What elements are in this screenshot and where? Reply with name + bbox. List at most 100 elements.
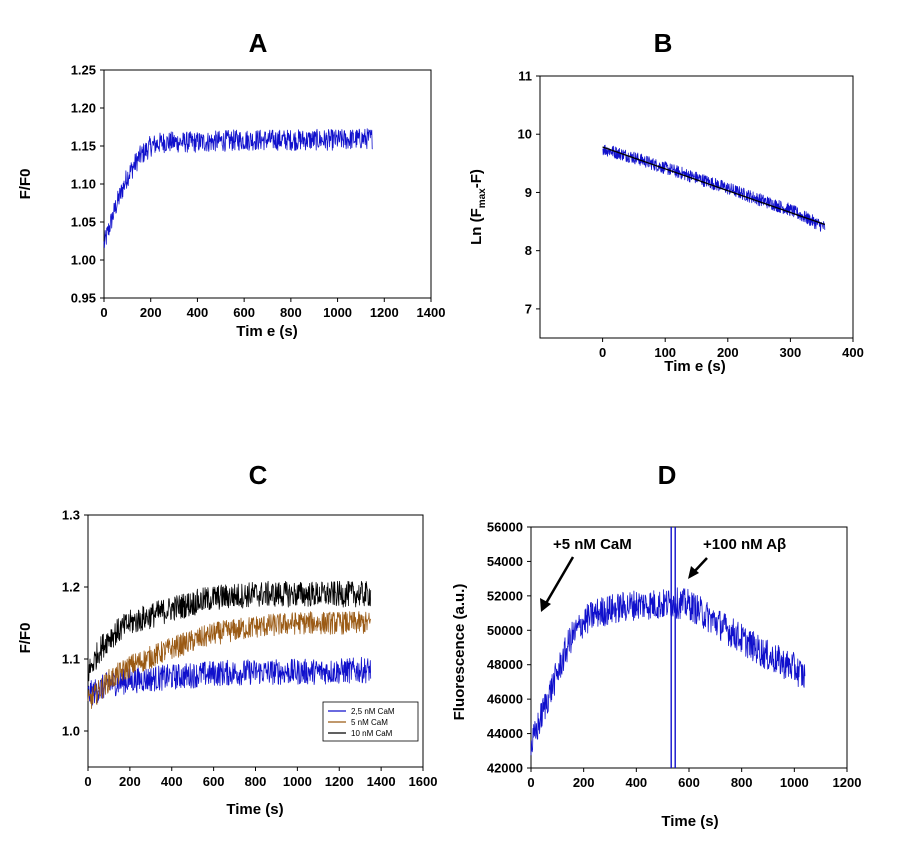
panel-a-series-trace <box>103 128 373 249</box>
panel-a-ytick-label: 1.10 <box>71 177 96 192</box>
arrow-cam-head <box>540 598 551 612</box>
panel-d-ytick-label: 56000 <box>487 520 523 535</box>
panel-c-xtick-label: 1600 <box>409 774 438 789</box>
panel-b-ytick-label: 10 <box>518 127 532 142</box>
panel-a-xtick-label: 200 <box>140 305 162 320</box>
panel-c-series <box>87 580 372 709</box>
legend-label-3: 10 nM CaM <box>351 729 393 738</box>
panel-b-xtick-label: 400 <box>842 345 864 360</box>
panel-c-xtick-label: 1000 <box>283 774 312 789</box>
panel-a-xtick-label: 1400 <box>417 305 446 320</box>
panel-a-xtick-label: 400 <box>187 305 209 320</box>
panel-d-ytick-label: 54000 <box>487 554 523 569</box>
panel-d-xtick-label: 0 <box>527 775 534 790</box>
panel-c-ytick-label: 1.0 <box>62 724 80 739</box>
panel-b-series-fit <box>602 146 826 226</box>
panel-c-ytick-label: 1.3 <box>62 508 80 523</box>
panel-d-xtick-label: 200 <box>573 775 595 790</box>
panel-c-xtick-label: 200 <box>119 774 141 789</box>
panel-d: D 0 200 400 600 800 1000 1200 42000 44000 46000 48… <box>451 460 861 830</box>
arrow-abeta-head <box>688 566 699 579</box>
panel-c-xtick-label: 800 <box>245 774 267 789</box>
panel-c-xtick-label: 1400 <box>367 774 396 789</box>
panel-d-title: D <box>658 460 677 490</box>
panel-a-ylabel: F/F0 <box>17 169 34 200</box>
panel-d-xtick-label: 800 <box>731 775 753 790</box>
panel-b-xtick-label: 100 <box>654 345 676 360</box>
panel-d-series-trace <box>530 587 806 756</box>
panel-a-ytick-label: 1.15 <box>71 139 96 154</box>
panel-b-ylabel-tail: -F) <box>468 169 485 188</box>
panel-c-ticks: 0 200 400 600 800 1000 1200 1400 1600 1.0 1.1 1.2 1.… <box>62 508 438 790</box>
panel-a-xtick-label: 600 <box>233 305 255 320</box>
panel-b-ylabel: Ln (Fmax-F) <box>468 169 488 245</box>
panel-c-ytick-label: 1.2 <box>62 580 80 595</box>
panel-b-ytick-label: 11 <box>518 69 532 84</box>
panel-d-xtick-label: 1200 <box>833 775 862 790</box>
panel-b-ylabel-main: Ln (F <box>468 208 485 245</box>
arrow-abeta <box>688 557 708 579</box>
panel-a-title: A <box>249 28 268 58</box>
panel-d-ytick-label: 50000 <box>487 623 523 638</box>
panel-a-ytick-label: 1.25 <box>71 63 96 78</box>
panel-a-ytick-label: 1.05 <box>71 215 96 230</box>
panel-d-ytick-label: 44000 <box>487 726 523 741</box>
panel-a-xtick-label: 1000 <box>323 305 352 320</box>
panel-c-xtick-label: 1200 <box>325 774 354 789</box>
panel-b-plot-frame <box>539 75 854 339</box>
panel-d-ylabel: Fluorescence (a.u.) <box>451 584 468 721</box>
annotation-cam: +5 nM CaM <box>553 536 632 553</box>
panel-d-series <box>530 587 806 756</box>
panel-b-xtick-label: 200 <box>717 345 739 360</box>
panel-b-series <box>602 144 826 232</box>
arrow-cam-shaft <box>543 556 575 606</box>
panel-c-legend: 2,5 nM CaM 5 nM CaM 10 nM CaM <box>322 701 419 742</box>
panel-b-ytick-label: 7 <box>525 301 532 316</box>
panel-a: A 0 200 400 600 800 1000 1200 1400 0.95 1.00 1.05 1… <box>17 28 445 340</box>
legend-label-1: 2,5 nM CaM <box>351 707 395 716</box>
panel-a-ytick-label: 0.95 <box>71 291 96 306</box>
panel-a-plot-frame <box>103 69 432 299</box>
panel-d-ticks: 0 200 400 600 800 1000 1200 42000 44000 46000 4800… <box>487 520 862 791</box>
panel-c-series-5-nm-cam <box>87 611 372 709</box>
legend-label-2: 5 nM CaM <box>351 718 388 727</box>
panel-b-ticks: 0 100 200 300 400 7 8 9 10 11 <box>518 69 864 361</box>
panel-d-xtick-label: 400 <box>625 775 647 790</box>
panel-c-xtick-label: 400 <box>161 774 183 789</box>
panel-d-xlabel: Time (s) <box>661 813 718 830</box>
panel-c-xlabel: Time (s) <box>226 801 283 818</box>
panel-c-series-10-nm-cam <box>87 580 372 682</box>
panel-d-ytick-label: 52000 <box>487 588 523 603</box>
panel-c-xtick-label: 600 <box>203 774 225 789</box>
panel-b-ytick-label: 8 <box>525 243 532 258</box>
panel-d-ytick-label: 46000 <box>487 692 523 707</box>
panel-b-title: B <box>654 28 673 58</box>
panel-d-plot-frame <box>530 526 848 769</box>
panel-c-title: C <box>249 460 268 490</box>
panel-a-xlabel: Tim e (s) <box>236 323 297 340</box>
panel-d-ytick-label: 42000 <box>487 761 523 776</box>
panel-d-xtick-label: 600 <box>678 775 700 790</box>
panel-a-ticks: 0 200 400 600 800 1000 1200 1400 0.95 1.00 1.05 1.1… <box>71 63 446 321</box>
panel-a-xtick-label: 0 <box>100 305 107 320</box>
arrow-cam <box>540 556 575 612</box>
panel-b-xtick-label: 300 <box>780 345 802 360</box>
panel-d-xtick-label: 1000 <box>780 775 809 790</box>
annotation-abeta: +100 nM Aβ <box>703 536 786 553</box>
panel-c-ytick-label: 1.1 <box>62 652 80 667</box>
panel-a-xtick-label: 800 <box>280 305 302 320</box>
panel-a-xtick-label: 1200 <box>370 305 399 320</box>
panel-c-ylabel: F/F0 <box>17 623 34 654</box>
panel-d-vline <box>670 527 676 768</box>
panel-b-xtick-label: 0 <box>599 345 606 360</box>
panel-b: B 0 100 200 300 400 7 8 9 10 11 Tim e (s) Ln (Fma… <box>468 28 864 375</box>
panel-c-series-2-5-nm-cam <box>87 656 372 706</box>
panel-a-ytick-label: 1.20 <box>71 101 96 116</box>
panel-a-ytick-label: 1.00 <box>71 253 96 268</box>
panel-b-ytick-label: 9 <box>525 185 532 200</box>
panel-d-ytick-label: 48000 <box>487 657 523 672</box>
panel-c: C 0 200 400 600 800 1000 1200 1400 1600 1.0 1.1 1.2… <box>17 460 437 818</box>
panel-a-series <box>103 128 373 249</box>
panel-b-xlabel: Tim e (s) <box>664 358 725 375</box>
